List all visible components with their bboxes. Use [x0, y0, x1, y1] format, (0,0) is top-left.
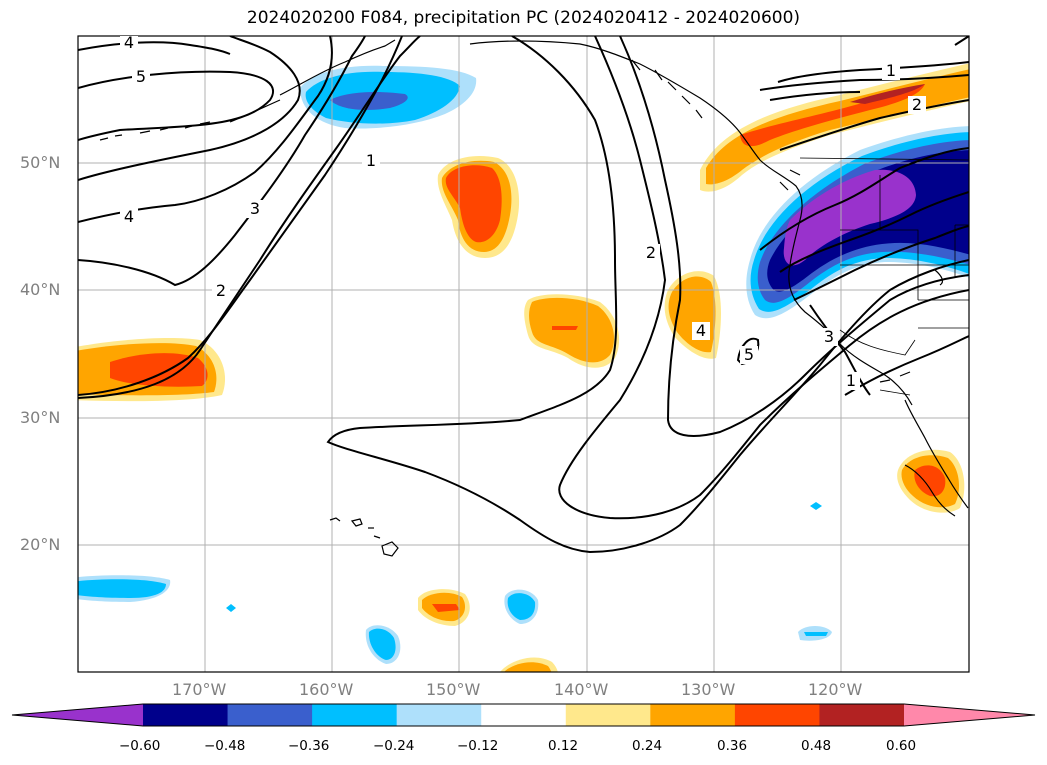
lon-tick: 160°W: [299, 680, 354, 699]
graticule: [78, 36, 969, 672]
map-title: 2024020200 F084, precipitation PC (20240…: [246, 8, 801, 28]
colorbar-segment: [227, 704, 313, 726]
contour-label: 1: [886, 61, 896, 80]
lon-tick: 120°W: [808, 680, 863, 699]
map-frame: [77, 35, 970, 673]
contour-label: 2: [646, 243, 656, 262]
lon-tick: 140°W: [554, 680, 609, 699]
lon-tick: 130°W: [681, 680, 736, 699]
anomaly-small-blobs: [78, 502, 832, 672]
anomaly-negative-west-coast: [746, 126, 969, 319]
colorbar-tick-label: −0.24: [373, 738, 415, 754]
anomaly-positive-central-north: [437, 155, 520, 258]
lat-tick: 50°N: [20, 153, 61, 172]
colorbar-tick-label: −0.60: [119, 738, 161, 754]
colorbar-segment: [650, 704, 736, 726]
anomaly-negative-aleutian: [300, 65, 477, 129]
colorbar-tick-label: −0.48: [204, 738, 246, 754]
colorbar-segment: [565, 704, 651, 726]
contour-label: 3: [824, 327, 834, 346]
contour-label: 4: [696, 321, 706, 340]
colorbar-tick-label: −0.36: [288, 738, 330, 754]
lon-tick: 170°W: [172, 680, 227, 699]
lat-tick: 20°N: [20, 535, 61, 554]
colorbar-segment: [143, 704, 229, 726]
contour-label: 1: [846, 371, 856, 390]
colorbar: [11, 703, 1036, 727]
colorbar-segment: [312, 704, 398, 726]
contour-label: 4: [124, 207, 134, 226]
lat-tick: 40°N: [20, 280, 61, 299]
contour-label: 2: [216, 281, 226, 300]
lat-tick: 30°N: [20, 408, 61, 427]
colorbar-segment: [734, 704, 820, 726]
contour-label: 5: [744, 345, 754, 364]
colorbar-extend-low: [12, 704, 143, 726]
colorbar-segment: [819, 704, 905, 726]
hawaii-islands: [329, 517, 399, 557]
anomaly-positive-center: [524, 294, 620, 368]
colorbar-segment: [481, 704, 567, 726]
colorbar-tick-label: 0.48: [801, 738, 832, 754]
colorbar-tick-label: 0.24: [632, 738, 663, 754]
colorbar-tick-label: 0.12: [548, 738, 579, 754]
contour-label: 3: [250, 199, 260, 218]
colorbar-extend-high: [904, 704, 1035, 726]
colorbar-segment: [396, 704, 482, 726]
contour-label: 4: [124, 33, 134, 52]
anomaly-positive-baja: [897, 449, 965, 513]
contour-label: 2: [912, 95, 922, 114]
contours: [78, 36, 969, 554]
lon-tick: 150°W: [426, 680, 481, 699]
colorbar-tick-label: 0.60: [886, 738, 917, 754]
contour-label: 1: [366, 151, 376, 170]
contour-label: 5: [136, 67, 146, 86]
anomaly-positive-nw-coast: [700, 63, 969, 192]
anomaly-positive-west: [78, 338, 225, 402]
colorbar-outline: [11, 703, 1036, 727]
colorbar-tick-label: −0.12: [457, 738, 499, 754]
colorbar-tick-label: 0.36: [717, 738, 748, 754]
contour-label-group: 4 5 4 3 1 2 2 4 3 1 2 5 1: [120, 33, 926, 390]
